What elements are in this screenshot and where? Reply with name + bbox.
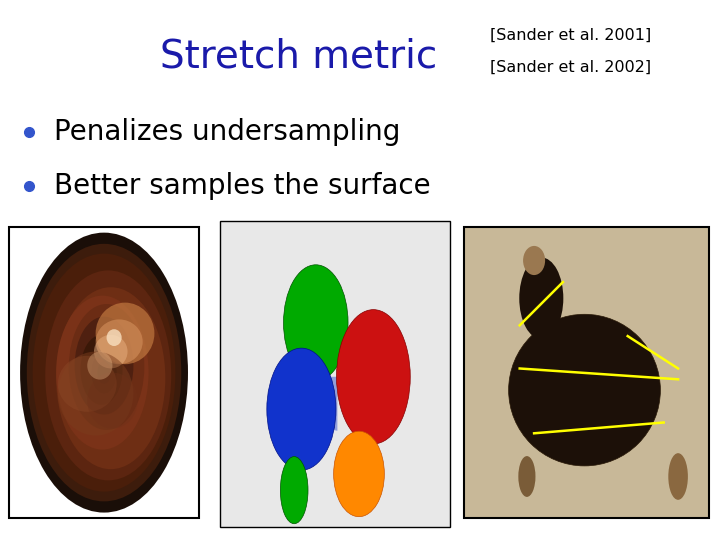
Ellipse shape xyxy=(518,456,536,497)
Ellipse shape xyxy=(94,335,127,368)
Ellipse shape xyxy=(280,457,308,524)
Ellipse shape xyxy=(336,309,410,444)
Polygon shape xyxy=(273,377,338,431)
Bar xyxy=(9,227,199,518)
Ellipse shape xyxy=(69,304,144,430)
Ellipse shape xyxy=(58,356,117,412)
Ellipse shape xyxy=(27,244,181,501)
Ellipse shape xyxy=(45,271,171,481)
Ellipse shape xyxy=(96,302,154,364)
Ellipse shape xyxy=(20,233,188,512)
Ellipse shape xyxy=(508,314,660,466)
Ellipse shape xyxy=(107,329,122,346)
Ellipse shape xyxy=(668,453,688,500)
Ellipse shape xyxy=(58,352,133,436)
Ellipse shape xyxy=(75,316,133,415)
Ellipse shape xyxy=(523,246,545,275)
Text: [Sander et al. 2002]: [Sander et al. 2002] xyxy=(490,60,651,75)
Ellipse shape xyxy=(56,295,148,450)
Bar xyxy=(220,221,450,526)
Ellipse shape xyxy=(87,352,112,380)
Polygon shape xyxy=(345,355,395,404)
Ellipse shape xyxy=(333,431,384,517)
Ellipse shape xyxy=(91,352,117,394)
Ellipse shape xyxy=(56,287,166,469)
Ellipse shape xyxy=(519,258,563,339)
Ellipse shape xyxy=(81,335,122,405)
Ellipse shape xyxy=(96,320,143,364)
Text: Better samples the surface: Better samples the surface xyxy=(54,172,431,200)
Ellipse shape xyxy=(97,361,111,384)
Bar xyxy=(464,227,709,518)
Ellipse shape xyxy=(32,254,176,491)
Text: Stretch metric: Stretch metric xyxy=(160,38,438,76)
Ellipse shape xyxy=(267,348,336,470)
Text: Penalizes undersampling: Penalizes undersampling xyxy=(54,118,400,146)
Ellipse shape xyxy=(284,265,348,381)
Text: [Sander et al. 2001]: [Sander et al. 2001] xyxy=(490,28,651,43)
Ellipse shape xyxy=(87,373,138,429)
